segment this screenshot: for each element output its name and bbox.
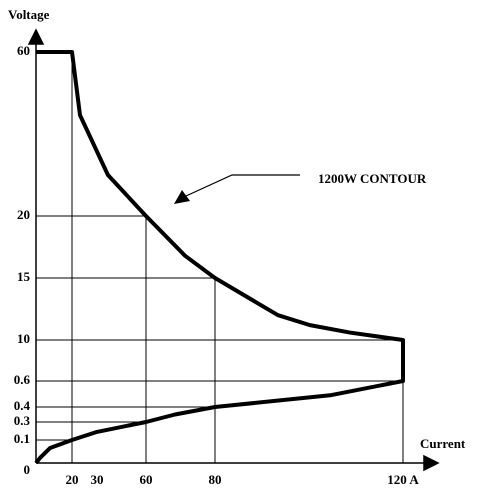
y-tick-label: 10 bbox=[17, 331, 30, 346]
x-tick-label: 60 bbox=[140, 472, 153, 487]
x-tick-label: 20 bbox=[66, 472, 79, 487]
y-axis-arrow bbox=[27, 28, 45, 45]
y-tick-label: 0.6 bbox=[14, 372, 31, 387]
arrow-head bbox=[174, 190, 190, 204]
y-axis-label: Voltage bbox=[8, 7, 50, 22]
y-tick-label: 0 bbox=[24, 462, 31, 477]
x-axis-label: Current bbox=[420, 436, 466, 451]
x-tick-label: 30 bbox=[91, 472, 104, 487]
y-tick-label: 0.4 bbox=[14, 398, 31, 413]
y-tick-label: 0.1 bbox=[14, 431, 30, 446]
annotation-arrow bbox=[174, 174, 300, 204]
annotation: 1200W CONTOUR bbox=[318, 171, 427, 186]
y-tick-label: 0.3 bbox=[14, 413, 31, 428]
x-tick-label: 80 bbox=[209, 472, 222, 487]
y-tick-label: 20 bbox=[17, 207, 30, 222]
arrow-line bbox=[185, 174, 300, 197]
x-axis-arrow bbox=[423, 454, 440, 472]
contour-line bbox=[34, 50, 405, 465]
axes bbox=[27, 28, 440, 472]
x-tick-label: 120 A bbox=[387, 472, 419, 487]
y-tick-label: 60 bbox=[17, 43, 30, 58]
y-tick-label: 15 bbox=[17, 269, 31, 284]
